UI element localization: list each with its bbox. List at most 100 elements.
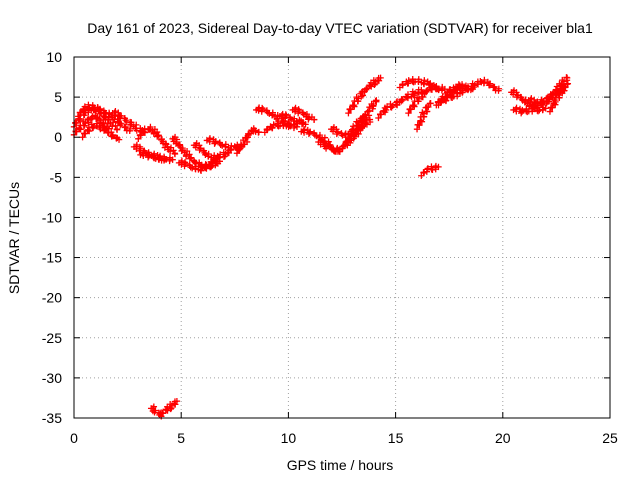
data-point bbox=[75, 113, 82, 120]
data-point bbox=[182, 160, 189, 167]
data-point bbox=[532, 101, 540, 109]
data-point bbox=[450, 87, 458, 94]
data-point bbox=[192, 165, 199, 172]
data-point bbox=[366, 82, 374, 89]
series-arc-22 bbox=[340, 116, 374, 149]
data-point bbox=[95, 116, 103, 123]
data-point bbox=[324, 142, 331, 150]
data-point bbox=[160, 157, 168, 164]
series-arc-25 bbox=[405, 82, 449, 117]
data-point bbox=[513, 108, 520, 115]
data-point bbox=[72, 119, 79, 127]
series-arc-34 bbox=[546, 80, 572, 115]
data-point bbox=[118, 112, 125, 120]
data-point bbox=[166, 157, 173, 165]
data-point bbox=[517, 109, 525, 117]
data-point bbox=[299, 109, 307, 116]
x-tick-label: 0 bbox=[70, 430, 78, 446]
data-point bbox=[404, 80, 411, 87]
data-point bbox=[454, 84, 462, 91]
series-arc-33 bbox=[525, 74, 571, 109]
data-point bbox=[509, 91, 517, 98]
data-point bbox=[546, 108, 554, 115]
series-arc-13 bbox=[233, 125, 263, 157]
data-point bbox=[80, 106, 87, 114]
data-point bbox=[552, 86, 560, 93]
data-point bbox=[413, 125, 421, 133]
data-point bbox=[192, 144, 199, 151]
data-point bbox=[403, 94, 411, 101]
series-arc-07 bbox=[135, 123, 179, 158]
data-point bbox=[197, 167, 205, 174]
data-point bbox=[415, 78, 422, 85]
data-point bbox=[146, 151, 153, 159]
data-point bbox=[438, 87, 446, 94]
data-point bbox=[486, 80, 494, 87]
data-point bbox=[97, 109, 104, 116]
series-arc-21 bbox=[345, 74, 384, 117]
data-point bbox=[152, 407, 159, 414]
data-point bbox=[76, 109, 84, 117]
data-point bbox=[183, 147, 191, 155]
data-point bbox=[233, 150, 241, 157]
data-point bbox=[105, 129, 112, 136]
data-point bbox=[79, 134, 86, 141]
data-point bbox=[170, 147, 177, 154]
data-point bbox=[81, 130, 88, 137]
series-arc-12 bbox=[203, 135, 245, 154]
data-point bbox=[270, 121, 277, 128]
series-arc-10 bbox=[175, 154, 221, 174]
data-point bbox=[399, 96, 406, 104]
data-point bbox=[542, 105, 549, 112]
data-point bbox=[154, 133, 161, 140]
data-point bbox=[398, 96, 405, 103]
data-point bbox=[362, 120, 369, 127]
data-point bbox=[162, 140, 169, 147]
series-arc-17 bbox=[289, 104, 318, 123]
y-tick-label: 0 bbox=[54, 129, 62, 145]
data-point bbox=[197, 145, 204, 152]
data-point bbox=[411, 90, 419, 97]
data-point bbox=[171, 150, 178, 157]
data-point bbox=[300, 129, 308, 136]
series-arc-03 bbox=[75, 101, 121, 133]
data-point bbox=[306, 128, 314, 135]
data-point bbox=[140, 129, 148, 136]
data-point bbox=[294, 120, 301, 127]
data-point bbox=[405, 109, 412, 117]
y-tick-label: 10 bbox=[46, 49, 62, 65]
y-tick-label: -5 bbox=[50, 169, 63, 185]
x-tick-label: 10 bbox=[281, 430, 297, 446]
data-point bbox=[118, 120, 125, 127]
y-tick-label: -20 bbox=[42, 290, 62, 306]
data-point bbox=[360, 113, 367, 120]
data-point bbox=[519, 106, 526, 114]
data-point bbox=[438, 97, 446, 104]
data-point bbox=[399, 81, 406, 89]
data-point bbox=[135, 135, 142, 143]
data-point bbox=[366, 116, 374, 123]
data-point bbox=[290, 124, 298, 132]
data-point bbox=[133, 127, 140, 134]
data-point bbox=[88, 114, 95, 121]
data-point bbox=[490, 83, 497, 91]
data-point bbox=[480, 79, 488, 87]
data-point bbox=[458, 81, 466, 88]
series-arc-16 bbox=[276, 110, 309, 128]
data-point bbox=[121, 123, 128, 131]
data-point bbox=[216, 151, 224, 158]
data-point bbox=[259, 106, 267, 113]
data-point bbox=[155, 156, 162, 163]
data-point bbox=[250, 125, 257, 132]
data-point bbox=[425, 103, 432, 111]
data-point bbox=[105, 115, 112, 123]
data-point bbox=[210, 156, 218, 163]
data-point bbox=[137, 145, 144, 153]
data-point bbox=[227, 146, 235, 154]
data-point bbox=[182, 153, 190, 160]
data-point bbox=[349, 126, 356, 133]
data-point bbox=[557, 88, 564, 96]
data-points bbox=[70, 74, 572, 420]
data-point bbox=[100, 112, 107, 120]
data-point bbox=[126, 127, 133, 135]
